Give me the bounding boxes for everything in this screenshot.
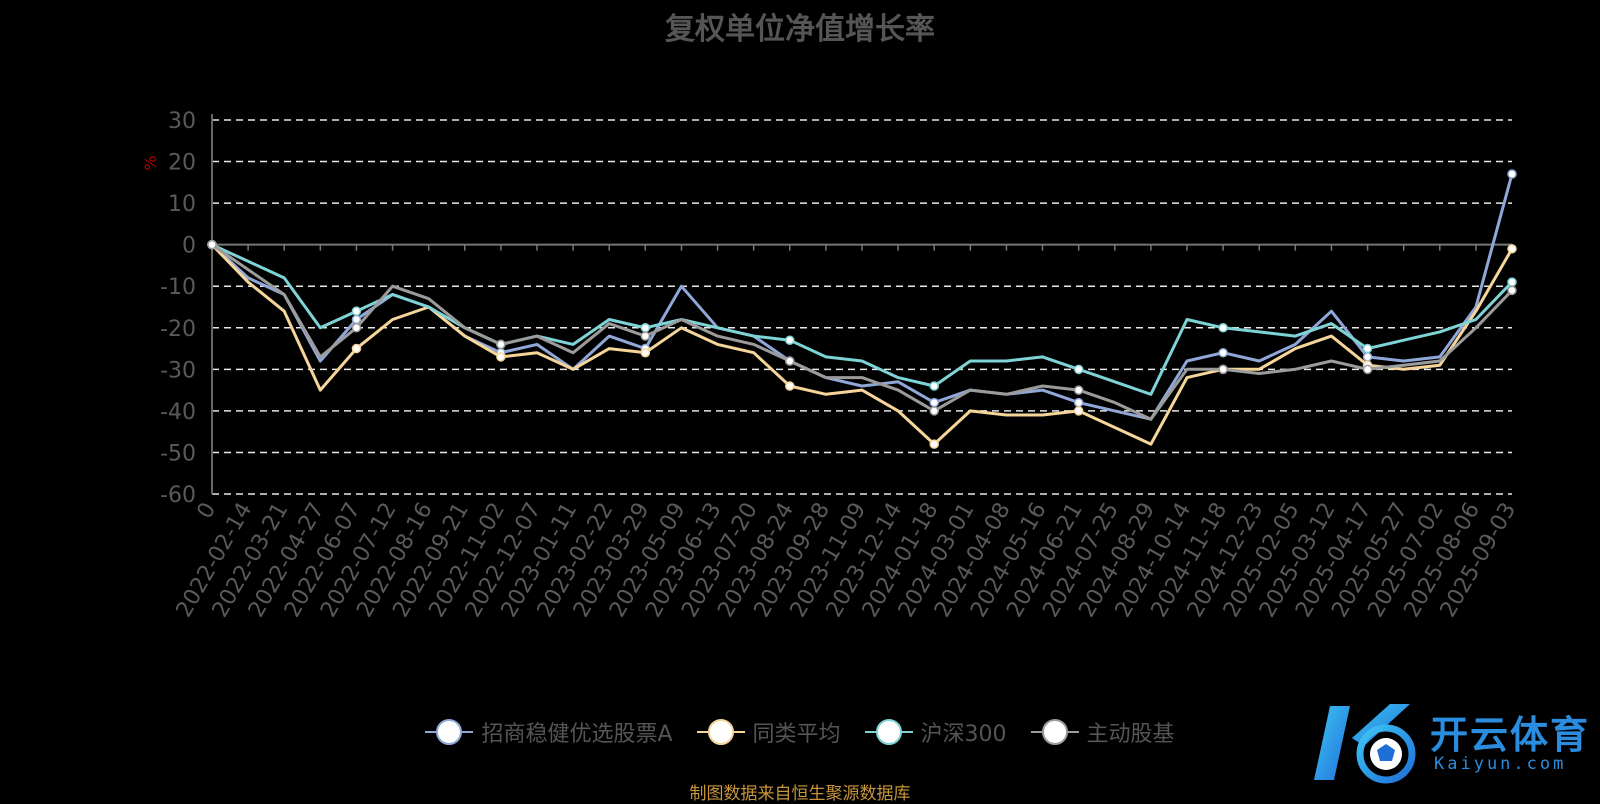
series-point-2 [351,306,362,316]
x-tick-label: 0 [193,499,222,524]
series-point-3 [929,406,939,416]
brand-watermark: 开云体育 Kaiyun.com [1312,698,1592,788]
series-layer [207,169,1517,449]
series-point-1 [351,343,362,354]
legend: 招商稳健优选股票A 同类平均 沪深300 主动股基 [0,716,1600,751]
series-point-0 [1362,352,1373,362]
legend-marker-icon [1030,719,1079,745]
legend-item[interactable]: 同类平均 [696,716,841,748]
series-point-2 [785,335,795,345]
series-point-0 [929,397,939,408]
series-point-2 [1073,364,1084,375]
y-tick-label: 10 [168,192,196,217]
series-point-3 [1218,364,1228,375]
brand-url: Kaiyun.com [1434,754,1567,774]
series-point-2 [1362,343,1373,354]
series-point-2 [929,381,939,391]
y-tick-label: -40 [160,400,196,425]
grid-layer [212,119,1512,495]
series-point-3 [207,239,217,250]
chart-title: 复权单位净值增长率 [665,12,935,47]
legend-item[interactable]: 沪深300 [864,716,1007,748]
brand-logo-icon [1314,704,1416,784]
series-line-0 [210,173,1514,421]
brand-name: 开云体育 [1430,713,1591,757]
y-tick-label: -30 [160,358,196,383]
series-point-3 [496,339,506,350]
y-tick-label: -50 [160,441,196,466]
series-point-3 [351,323,362,333]
y-tick-label: 0 [182,234,196,259]
line-chart: 3020100-10-20-30-40-50-6002022-02-142022… [141,109,1521,622]
series-point-1 [785,381,795,391]
series-point-3 [1073,385,1084,395]
series-line-2 [211,243,1514,396]
series-line-3 [211,243,1514,421]
series-point-3 [785,356,795,366]
legend-marker-icon [696,719,745,745]
legend-item[interactable]: 主动股基 [1030,716,1175,748]
series-point-0 [1507,169,1517,179]
legend-marker-icon [864,719,913,745]
series-line-1 [210,243,1514,446]
series-point-2 [1218,323,1228,333]
series-point-0 [1073,397,1084,408]
legend-label: 同类平均 [752,722,841,747]
y-tick-label: 20 [168,151,196,176]
y-tick-label: -10 [160,275,196,300]
y-tick-label: 30 [168,109,196,134]
series-point-3 [640,331,651,341]
legend-item[interactable]: 招商稳健优选股票A [425,716,673,748]
legend-label: 沪深300 [920,722,1007,747]
series-point-1 [1507,244,1517,254]
legend-label: 招商稳健优选股票A [481,722,673,747]
series-point-2 [1507,277,1517,287]
series-point-3 [1507,285,1517,296]
series-point-1 [640,347,651,358]
legend-marker-icon [425,719,474,745]
y-axis-label: % [141,155,160,170]
y-tick-label: -60 [160,483,196,508]
series-point-1 [496,352,506,362]
series-point-1 [1073,406,1084,416]
series-point-2 [640,323,651,333]
series-point-3 [1362,364,1373,375]
data-source-footer: 制图数据来自恒生聚源数据库 [689,784,911,804]
series-point-1 [929,439,939,449]
series-point-0 [1218,347,1228,358]
legend-label: 主动股基 [1086,722,1175,747]
y-tick-label: -20 [160,317,196,342]
